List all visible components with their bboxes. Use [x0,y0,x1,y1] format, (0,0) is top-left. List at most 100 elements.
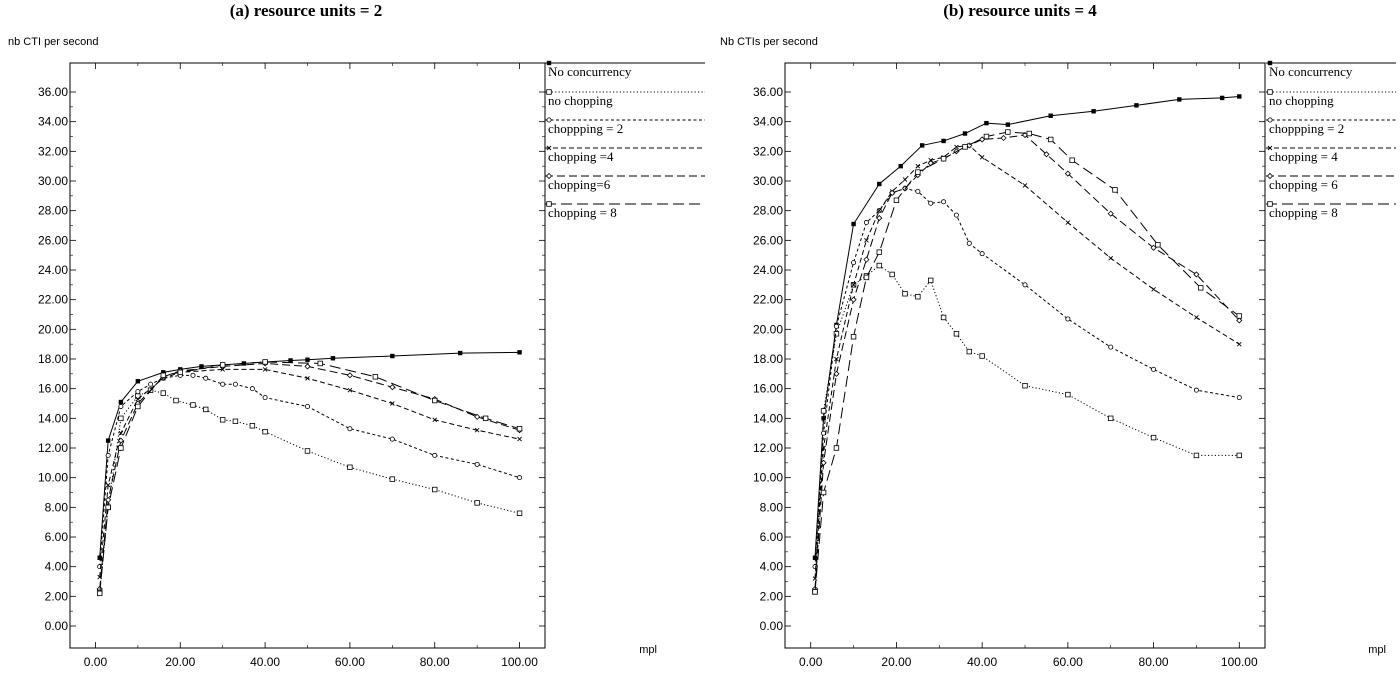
data-point [389,384,396,391]
y-tick-label: 4.00 [45,560,69,574]
y-tick-label: 12.00 [753,441,783,455]
data-point [876,249,882,255]
legend-label: chopping=6 [548,177,611,192]
legend-marker [546,117,552,123]
x-tick-label: 100.00 [501,655,538,669]
series-line [99,374,520,567]
legend-marker [546,145,552,151]
legend-label: choppping = 2 [1269,121,1344,136]
data-point [941,199,947,205]
y-axis-label: nb CTI per second [8,36,99,48]
series-1 [96,387,523,595]
series-5 [96,359,523,597]
series-1 [812,262,1242,595]
series-line [99,351,520,558]
data-point [190,372,196,378]
series-line [814,131,1240,592]
data-point [516,426,523,432]
data-point [962,131,968,136]
series-line [814,134,1240,589]
x-tick-label: 20.00 [881,655,911,669]
data-point [877,181,882,187]
series-5 [812,129,1242,595]
data-point [1065,220,1071,225]
series-line [814,264,1240,592]
data-point [135,389,141,395]
data-point [347,464,353,470]
data-point [262,367,268,372]
data-point [876,262,882,269]
data-point [1108,415,1114,422]
chart-panel-b: (b) resource units = 4 Nb CTIs per secon… [720,1,1396,669]
data-point [346,372,353,379]
legend-label: No concurrency [548,64,632,79]
data-point [148,381,154,387]
data-point [232,381,238,387]
y-tick-label: 36.00 [38,85,68,99]
data-point [177,369,183,376]
y-tick-label: 36.00 [753,85,783,99]
data-point [1048,113,1053,118]
legend-label: chopping = 6 [1269,177,1338,192]
legend-entry: chopping=6 [545,172,705,192]
data-point [1048,136,1054,143]
y-tick-label: 24.00 [38,263,68,277]
data-point [1022,183,1028,188]
legend-entry: choppping = 2 [545,117,705,136]
data-point [1134,103,1139,108]
data-point [928,200,934,206]
data-point [820,459,827,466]
data-point [851,282,856,288]
x-tick-label: 0.00 [84,655,108,669]
data-point [304,448,311,454]
legend-label: No concurrency [1269,64,1353,79]
y-tick-label: 32.00 [753,144,783,158]
data-point [954,144,959,150]
series-3 [812,143,1242,581]
y-tick-label: 28.00 [38,204,68,218]
data-point [117,437,124,444]
data-point [203,375,209,381]
data-point [889,189,896,196]
data-point [863,274,870,281]
data-point [876,215,883,222]
x-tick-label: 20.00 [165,655,195,669]
data-point [135,403,141,410]
data-point [347,387,353,393]
data-point [432,417,438,423]
x-tick-label: 100.00 [1221,655,1258,669]
data-point [304,403,310,409]
data-point [262,428,268,435]
legend-marker [546,201,552,207]
series-0 [97,350,522,560]
y-tick-label: 30.00 [753,174,783,188]
data-point [863,220,869,226]
data-point [389,436,395,442]
data-point [889,271,895,278]
data-point [160,390,167,396]
y-tick-label: 22.00 [753,293,783,307]
data-point [1065,316,1071,322]
x-tick-label: 0.00 [799,655,823,669]
data-point [330,356,336,361]
data-point [1064,170,1071,177]
plot-frame [69,62,546,649]
data-point [249,423,256,429]
legend-entry: chopping = 8 [545,201,705,220]
data-point [1219,95,1225,101]
legend-label: chopping = 8 [548,205,617,220]
data-point [966,240,972,246]
data-point [389,476,396,482]
data-point [863,256,870,263]
data-point [953,331,960,337]
data-point [105,482,111,488]
data-point [876,208,882,213]
y-tick-label: 32.00 [38,144,68,158]
y-tick-label: 8.00 [45,500,69,514]
legend-entry: chopping = 8 [1266,201,1396,220]
data-point [928,277,934,284]
data-point [979,154,985,160]
data-point [1065,391,1071,398]
legend-marker [1267,145,1273,151]
y-tick-label: 12.00 [38,441,68,455]
